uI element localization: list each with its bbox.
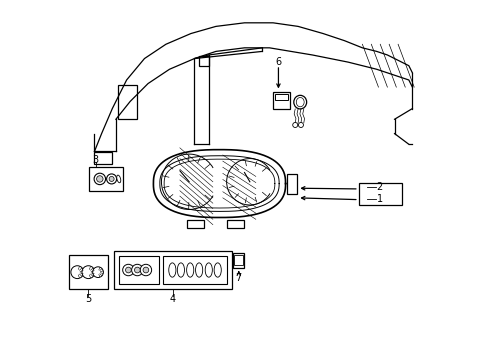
Ellipse shape [214,263,221,277]
Circle shape [134,267,140,273]
Bar [119,256,159,284]
Ellipse shape [195,263,203,277]
Ellipse shape [296,98,304,107]
Circle shape [97,176,103,182]
Circle shape [93,267,103,278]
Bar [118,85,137,119]
Circle shape [82,266,95,279]
Ellipse shape [293,95,306,109]
Bar [226,220,244,228]
Ellipse shape [177,263,184,277]
Bar [187,220,204,228]
Bar [233,252,244,267]
Bar [163,256,226,284]
Circle shape [298,122,303,127]
Circle shape [94,173,105,185]
Ellipse shape [168,263,176,277]
Circle shape [140,264,151,276]
Circle shape [106,174,116,184]
Circle shape [71,266,83,279]
Bar [272,93,290,109]
Circle shape [143,267,148,273]
Text: 5: 5 [85,294,91,303]
Text: 3: 3 [92,156,99,165]
Text: 1: 1 [376,194,382,203]
Circle shape [125,267,131,273]
Bar [358,183,401,205]
Ellipse shape [186,263,193,277]
Circle shape [109,176,114,181]
Text: 7: 7 [235,273,242,283]
Bar [275,94,287,100]
Circle shape [131,264,143,276]
Bar [94,152,111,164]
Text: 2: 2 [376,182,382,192]
Circle shape [122,264,134,276]
Circle shape [292,122,297,127]
Bar [69,255,108,289]
Bar [287,174,297,194]
Bar [114,251,231,289]
Bar [89,167,123,191]
Text: 6: 6 [275,57,281,67]
Ellipse shape [205,263,212,277]
Text: 4: 4 [170,294,176,303]
Bar [234,255,243,265]
Bar [199,56,209,66]
Ellipse shape [117,175,121,183]
